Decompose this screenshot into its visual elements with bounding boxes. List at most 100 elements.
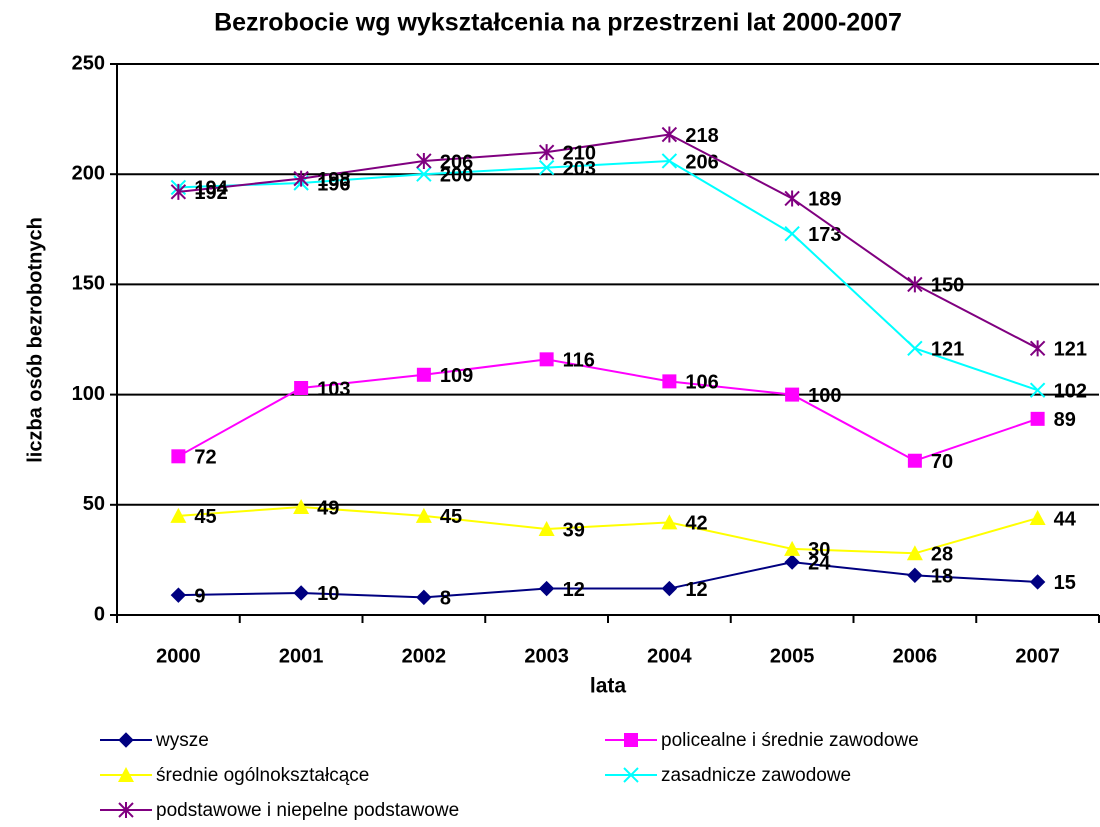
data-label: 30 <box>808 539 830 561</box>
marker <box>294 380 309 395</box>
x-tick-label: 2004 <box>647 645 692 667</box>
data-label: 109 <box>440 365 473 387</box>
legend-label: wysze <box>155 730 209 751</box>
marker <box>907 453 922 468</box>
marker <box>1029 510 1046 526</box>
data-label: 210 <box>563 142 596 164</box>
marker <box>293 170 309 187</box>
marker <box>1030 411 1045 426</box>
series-line <box>178 506 1038 555</box>
marker <box>784 540 801 556</box>
data-label: 203 <box>563 158 596 180</box>
marker <box>906 545 923 561</box>
x-tick-label: 2005 <box>770 645 815 667</box>
marker <box>538 144 555 161</box>
legend-label: podstawowe i niepelne podstawowe <box>156 800 459 821</box>
legend-label: średnie ogólnokształcące <box>156 765 369 786</box>
legend-label: policealne i średnie zawodowe <box>661 730 919 751</box>
marker <box>907 567 923 584</box>
data-label: 173 <box>808 224 841 246</box>
marker-stroke <box>784 190 800 207</box>
marker <box>170 183 187 200</box>
series-line <box>178 133 1039 350</box>
data-label: 218 <box>685 125 718 147</box>
series-line <box>178 561 1038 599</box>
data-label: 102 <box>1054 380 1087 402</box>
marker-stroke <box>907 276 923 293</box>
marker-stroke <box>416 152 432 169</box>
marker <box>416 152 432 169</box>
marker <box>661 580 678 597</box>
data-label: 28 <box>931 544 953 566</box>
marker <box>118 767 134 782</box>
data-label: 198 <box>317 169 350 191</box>
x-tick-label: 2002 <box>402 645 447 667</box>
marker <box>170 587 187 603</box>
marker-stroke <box>170 183 187 200</box>
marker <box>170 507 187 523</box>
marker <box>907 276 923 293</box>
marker <box>784 554 800 570</box>
legend-entry: zasadnicze zawodowe <box>605 765 851 786</box>
data-label: 150 <box>931 275 964 297</box>
y-tick-label: 150 <box>72 273 105 295</box>
marker-stroke <box>784 226 800 242</box>
legend-entry: średnie ogólnokształcące <box>100 765 369 786</box>
y-tick-label: 200 <box>72 162 105 184</box>
marker <box>784 190 800 207</box>
data-label: 49 <box>317 497 339 519</box>
marker <box>293 585 309 601</box>
y-axis-label: liczba osób bezrobotnych <box>24 217 46 463</box>
marker-stroke <box>538 144 555 161</box>
series-line <box>177 358 1038 462</box>
marker <box>538 580 555 597</box>
marker <box>293 499 310 515</box>
y-tick-label: 0 <box>94 603 105 625</box>
data-label: 9 <box>194 585 205 607</box>
x-tick-label: 2001 <box>279 645 324 667</box>
marker-stroke <box>538 159 555 176</box>
data-label: 106 <box>685 372 718 394</box>
marker-stroke <box>118 802 134 818</box>
data-label: 24 <box>808 552 831 574</box>
data-label: 121 <box>1054 339 1087 361</box>
marker <box>1029 340 1046 357</box>
marker <box>624 733 638 747</box>
data-label: 44 <box>1054 508 1077 530</box>
data-label: 200 <box>440 164 473 186</box>
data-label: 72 <box>194 447 216 469</box>
data-label: 70 <box>931 451 953 473</box>
marker <box>661 126 678 143</box>
marker-stroke <box>623 767 639 783</box>
data-label: 121 <box>931 339 964 361</box>
data-label: 100 <box>808 385 841 407</box>
marker-stroke <box>661 126 678 143</box>
marker <box>661 153 678 169</box>
data-label: 189 <box>808 189 841 211</box>
x-axis-label: lata <box>590 675 627 698</box>
marker <box>538 159 555 176</box>
data-label: 206 <box>440 151 473 173</box>
legend-entry: podstawowe i niepelne podstawowe <box>100 800 459 821</box>
x-tick-label: 2003 <box>524 645 569 667</box>
marker <box>907 340 923 357</box>
x-tick-label: 2007 <box>1015 645 1060 667</box>
data-label: 39 <box>563 519 585 541</box>
legend-entry: wysze <box>100 730 209 751</box>
legend-label: zasadnicze zawodowe <box>661 765 851 786</box>
marker-stroke <box>293 170 309 187</box>
marker <box>1029 382 1046 398</box>
data-label: 45 <box>194 506 216 528</box>
marker-stroke <box>1029 382 1046 398</box>
marker <box>415 507 432 523</box>
x-tick-label: 2000 <box>156 645 201 667</box>
marker <box>118 732 134 748</box>
marker <box>416 166 432 182</box>
marker-stroke <box>1029 340 1046 357</box>
marker-stroke <box>661 153 678 169</box>
data-label: 45 <box>440 506 462 528</box>
data-label: 196 <box>317 173 350 195</box>
y-tick-label: 250 <box>72 52 105 74</box>
x-tick-label: 2006 <box>893 645 938 667</box>
